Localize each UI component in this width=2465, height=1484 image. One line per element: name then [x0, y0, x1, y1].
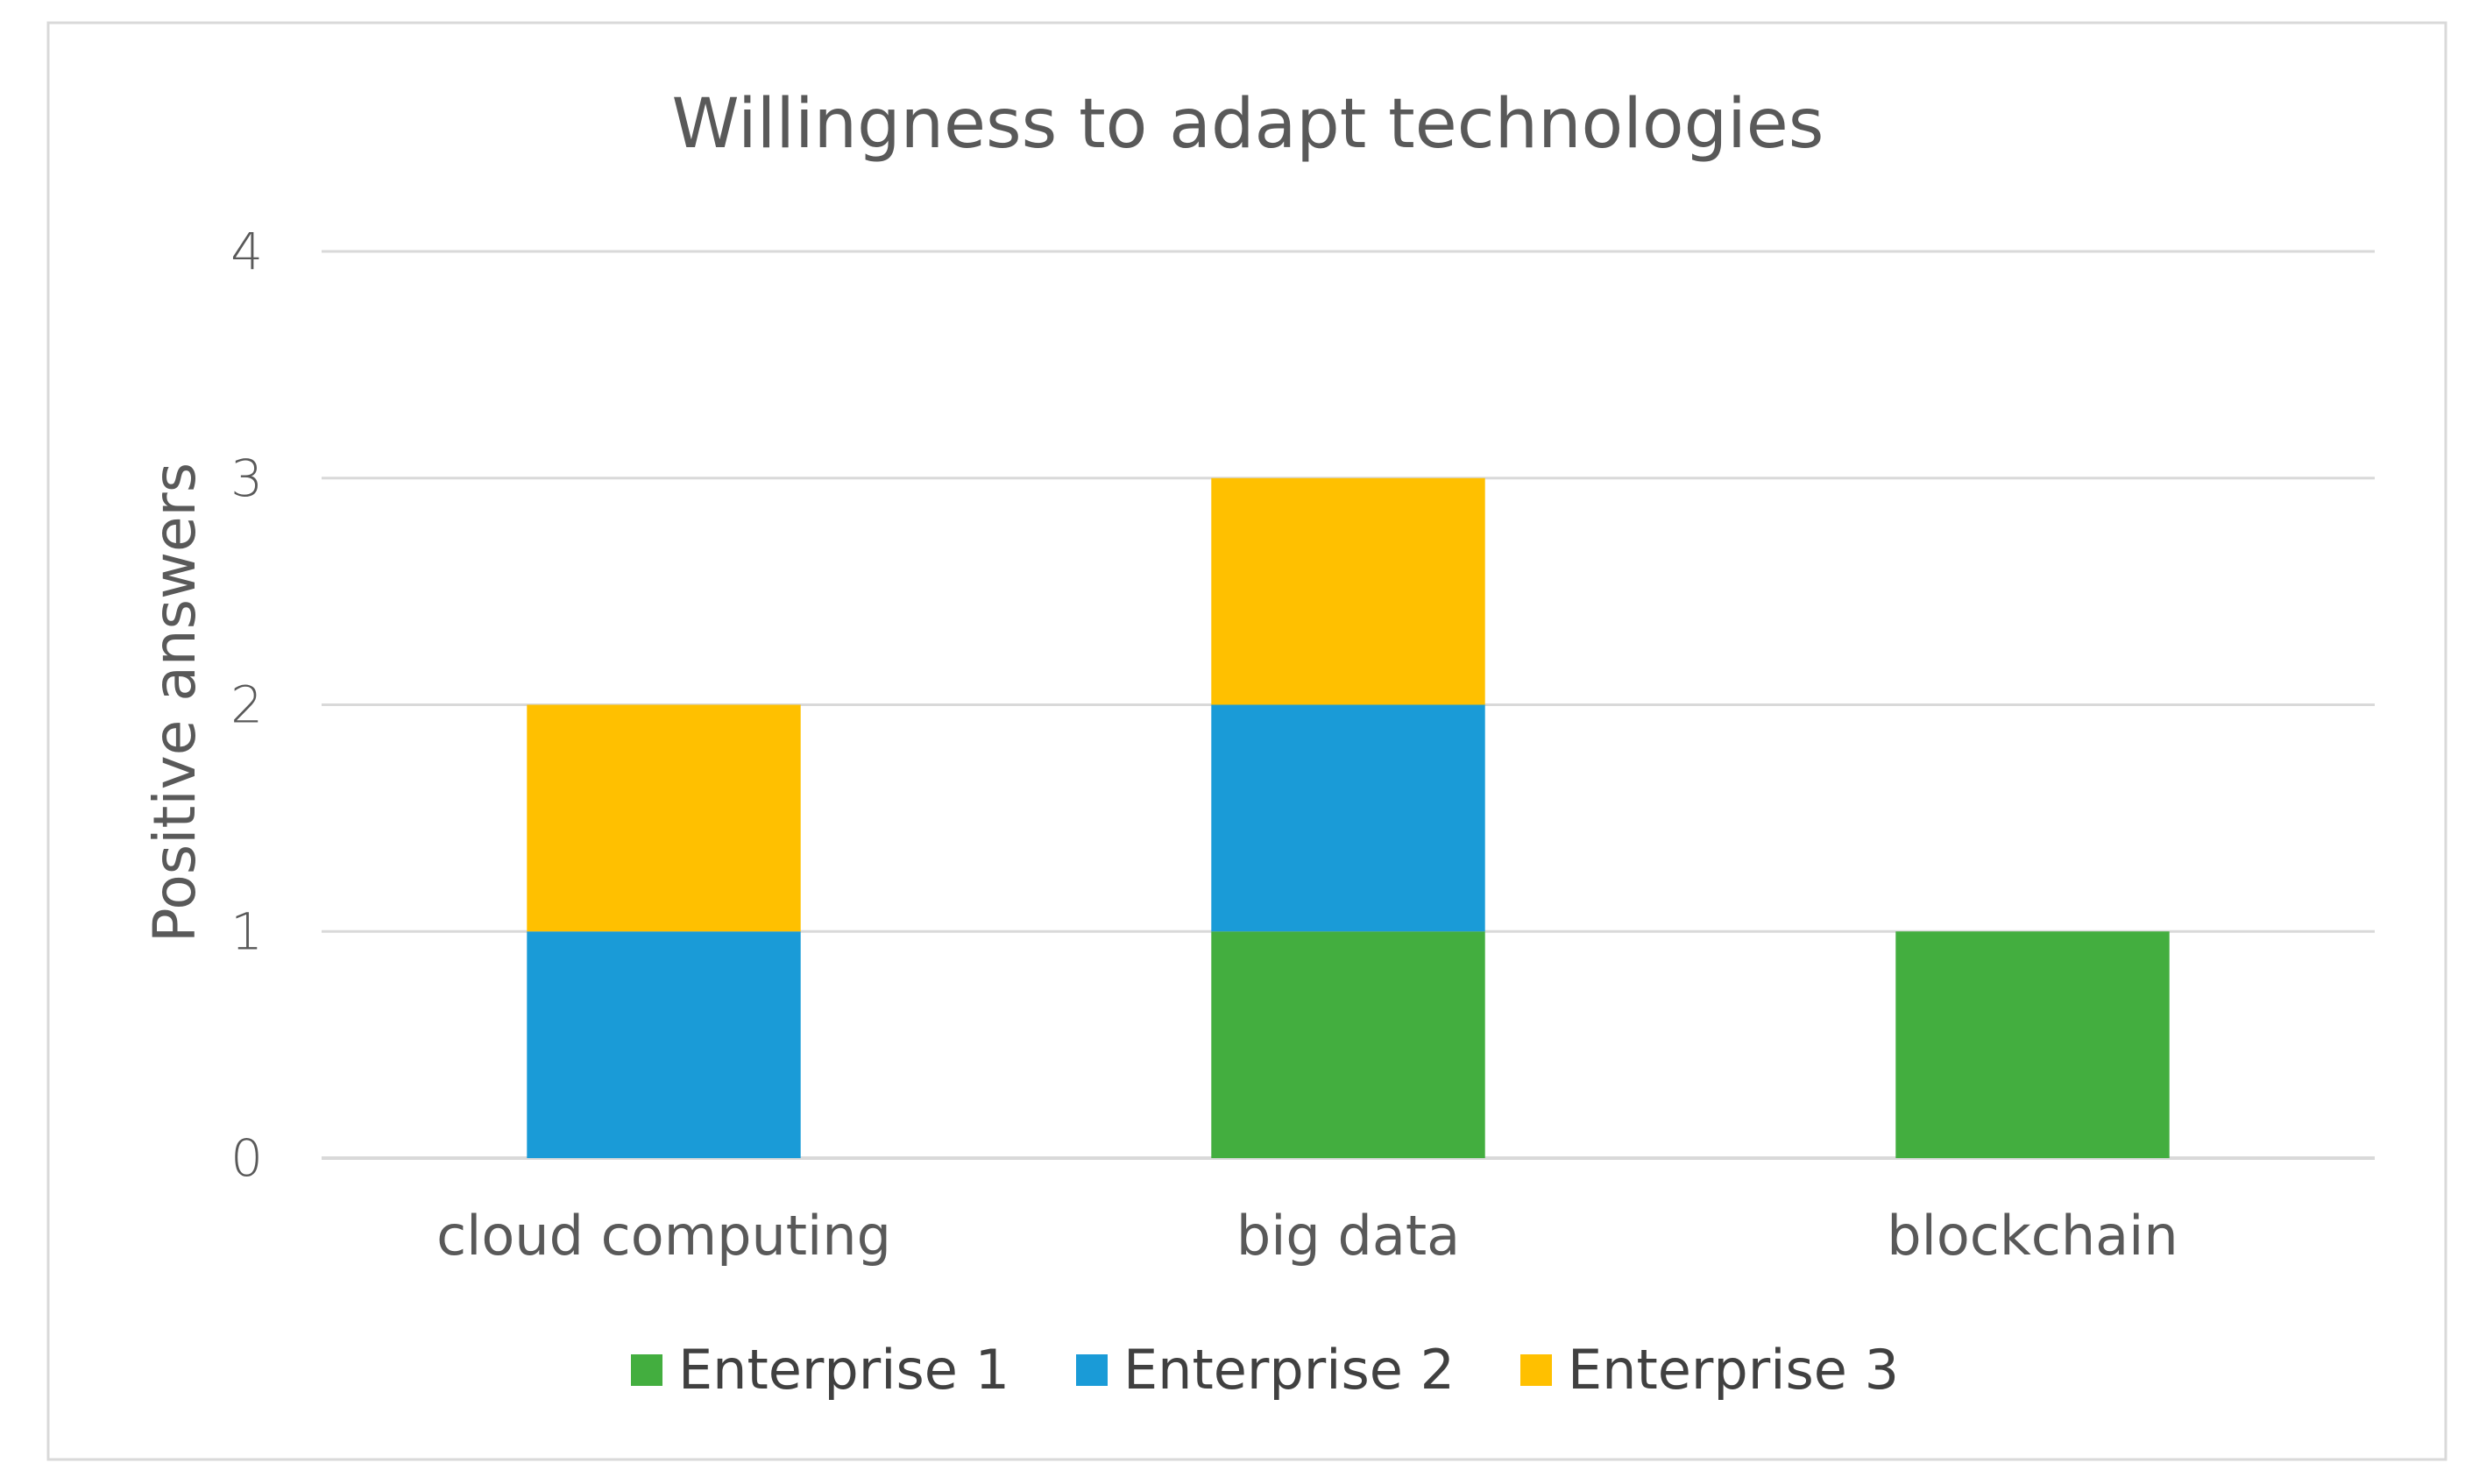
- y-tick-label: 2: [230, 675, 263, 735]
- bars: [527, 477, 2170, 1158]
- y-tick-label: 3: [230, 449, 263, 508]
- bar-segment-1-2: [1211, 931, 1485, 1158]
- bar-segment-2-1: [527, 931, 801, 1158]
- y-axis-title: Positive answers: [141, 463, 209, 943]
- x-category-label: cloud computing: [436, 1204, 891, 1268]
- y-tick-label: 1: [230, 901, 263, 961]
- bar-segment-3-2: [1211, 477, 1485, 705]
- legend-swatch-2: [1076, 1354, 1108, 1386]
- y-axis-tick-labels: 0 1 2 3 4: [230, 222, 263, 1188]
- bar-segment-2-2: [1211, 704, 1485, 932]
- legend-label-2: Enterprise 2: [1123, 1338, 1455, 1402]
- y-tick-label: 0: [230, 1128, 263, 1188]
- x-axis-category-labels: cloud computing big data blockchain: [436, 1204, 2178, 1268]
- x-category-label: big data: [1236, 1204, 1460, 1268]
- legend-label-3: Enterprise 3: [1568, 1338, 1899, 1402]
- legend-label-1: Enterprise 1: [678, 1338, 1009, 1402]
- y-tick-label: 4: [230, 222, 263, 281]
- bar-segment-3-1: [527, 704, 801, 932]
- chart-title: Willingness to adapt technologies: [672, 85, 1824, 164]
- legend-swatch-1: [631, 1354, 662, 1386]
- bar-segment-1-3: [1895, 931, 2170, 1158]
- legend-swatch-3: [1520, 1354, 1552, 1386]
- x-category-label: blockchain: [1887, 1204, 2178, 1268]
- legend: Enterprise 1 Enterprise 2 Enterprise 3: [631, 1338, 1899, 1402]
